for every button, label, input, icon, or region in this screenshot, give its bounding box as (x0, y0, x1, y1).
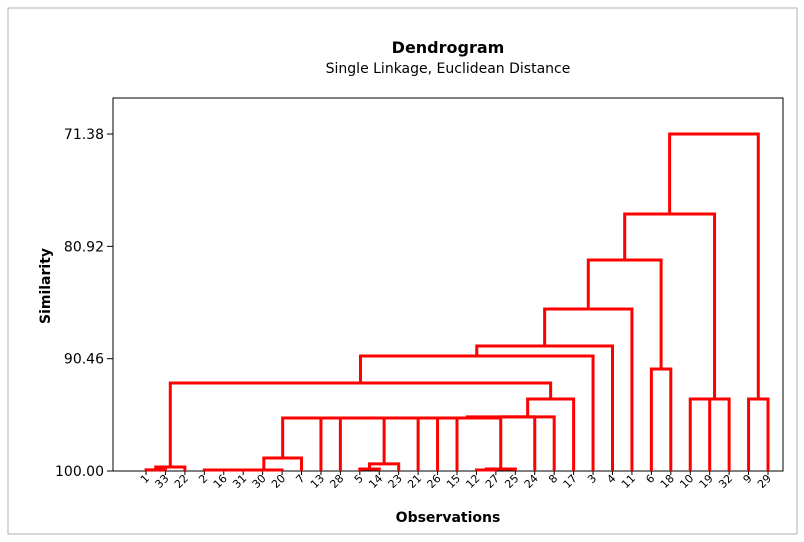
y-tick-label: 90.46 (64, 352, 104, 368)
y-axis-label: Similarity (38, 248, 54, 324)
x-axis-label: Observations (396, 510, 501, 526)
plot-area (112, 97, 784, 472)
dendrogram-link (245, 468, 284, 472)
y-tick-label: 71.38 (64, 127, 104, 143)
chart-subtitle: Single Linkage, Euclidean Distance (326, 61, 571, 77)
dendrogram-link (501, 415, 556, 471)
y-tick-label: 100.00 (55, 464, 104, 480)
y-tick-label: 80.92 (64, 239, 104, 255)
dendrogram-link (668, 132, 760, 400)
dendrogram-link (144, 468, 167, 472)
chart-title: Dendrogram (392, 38, 505, 57)
dendrogram-link (699, 397, 731, 471)
